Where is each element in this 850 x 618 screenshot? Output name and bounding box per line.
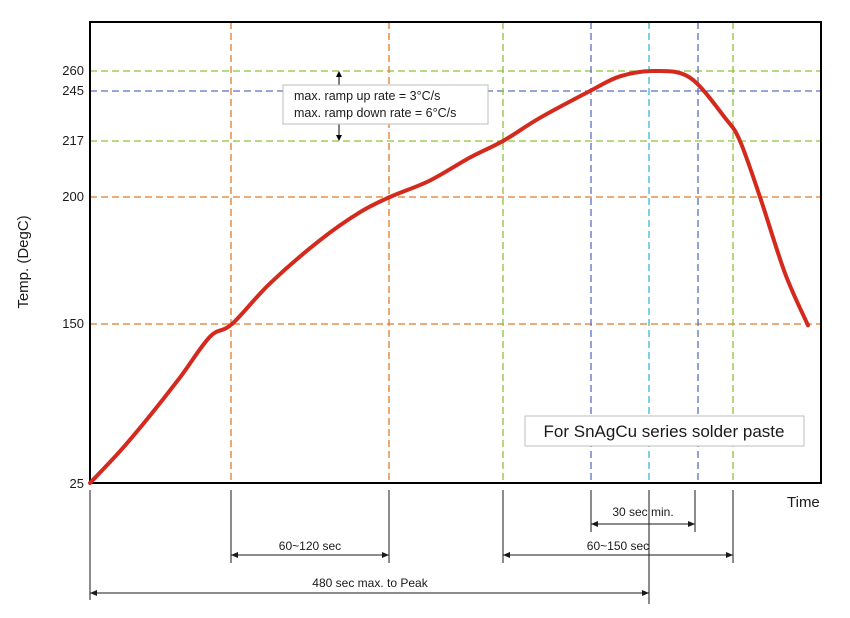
dim-60-120-arrow-left — [231, 552, 238, 558]
dim-60-120-arrow-right — [382, 552, 389, 558]
dim-480-arrow-left — [90, 590, 97, 596]
dim-30-arrow-left — [591, 521, 598, 527]
dim-480-arrow-right — [642, 590, 649, 596]
y-tick-label: 245 — [62, 83, 84, 98]
dimension-extension-lines — [89, 490, 734, 604]
caption-box — [524, 415, 805, 447]
dim-480-label: 480 sec max. to Peak — [312, 576, 428, 590]
y-tick-label: 150 — [62, 316, 84, 331]
dim-30-label: 30 sec min. — [612, 505, 673, 519]
ramp-rate-box — [282, 84, 489, 125]
dim-60-150-arrow-left — [503, 552, 510, 558]
y-tick-label: 260 — [62, 63, 84, 78]
ramp-arrow-down-head — [336, 135, 342, 141]
dim-30-arrow-right — [688, 521, 695, 527]
caption-label: For SnAgCu series solder paste — [544, 422, 785, 441]
ramp-arrow-up-head — [336, 71, 342, 77]
dim-60-150-arrow-right — [726, 552, 733, 558]
dim-60-120-label: 60~120 sec — [279, 539, 341, 553]
y-axis-title: Temp. (DegC) — [15, 215, 32, 308]
y-tick-label: 217 — [62, 133, 84, 148]
y-tick-label: 200 — [62, 189, 84, 204]
temperature-curve — [88, 68, 810, 485]
ramp-up-label: max. ramp up rate = 3°C/s — [294, 89, 440, 103]
y-tick-label: 25 — [70, 476, 84, 491]
plot-frame-border — [89, 21, 822, 484]
dim-60-150-label: 60~150 sec — [587, 539, 649, 553]
ramp-down-label: max. ramp down rate = 6°C/s — [294, 106, 456, 120]
x-axis-title: Time — [787, 494, 820, 511]
